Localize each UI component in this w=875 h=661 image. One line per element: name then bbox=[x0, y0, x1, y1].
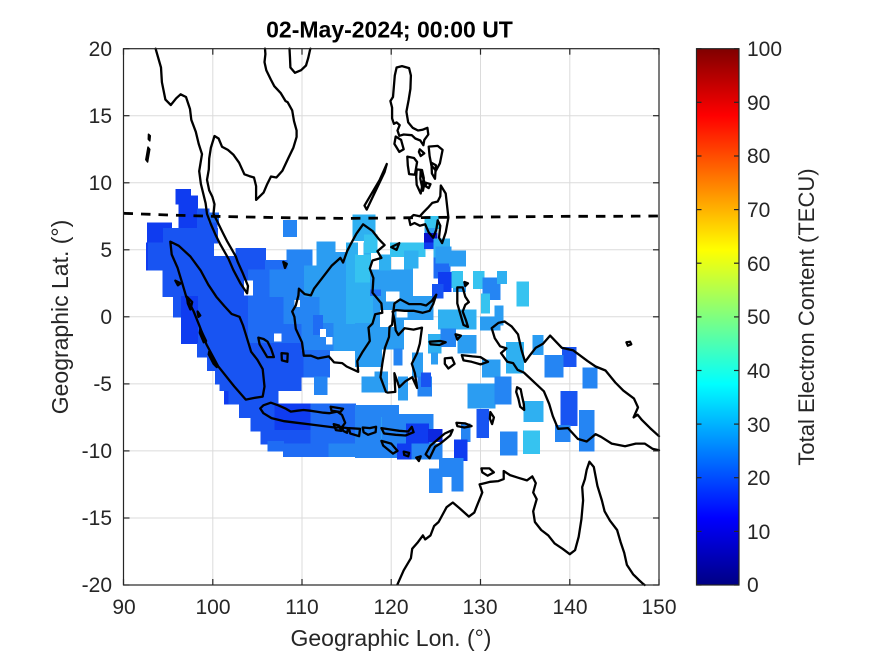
svg-text:30: 30 bbox=[747, 414, 770, 437]
svg-text:130: 130 bbox=[462, 596, 497, 619]
svg-text:-10: -10 bbox=[82, 440, 112, 463]
svg-text:110: 110 bbox=[285, 596, 318, 619]
svg-text:90: 90 bbox=[747, 92, 770, 115]
svg-text:Geographic Lon. (°): Geographic Lon. (°) bbox=[291, 625, 492, 651]
svg-text:15: 15 bbox=[89, 105, 112, 128]
svg-text:-20: -20 bbox=[82, 574, 112, 597]
svg-text:90: 90 bbox=[112, 596, 135, 619]
svg-text:0: 0 bbox=[747, 574, 759, 597]
svg-text:140: 140 bbox=[552, 596, 587, 619]
svg-text:150: 150 bbox=[641, 596, 676, 619]
svg-text:Geographic Lat. (°): Geographic Lat. (°) bbox=[47, 220, 73, 415]
svg-text:10: 10 bbox=[89, 172, 112, 195]
svg-text:40: 40 bbox=[747, 360, 770, 383]
svg-text:70: 70 bbox=[747, 199, 770, 222]
svg-text:0: 0 bbox=[100, 306, 112, 329]
svg-text:100: 100 bbox=[747, 38, 782, 61]
svg-text:50: 50 bbox=[747, 306, 770, 329]
svg-text:-15: -15 bbox=[82, 507, 112, 530]
svg-text:-5: -5 bbox=[93, 373, 112, 396]
svg-text:Total Electron Content (TECU): Total Electron Content (TECU) bbox=[794, 168, 819, 465]
svg-text:5: 5 bbox=[100, 239, 112, 262]
svg-text:80: 80 bbox=[747, 145, 770, 168]
svg-text:02-May-2024; 00:00 UT: 02-May-2024; 00:00 UT bbox=[266, 17, 513, 43]
svg-text:60: 60 bbox=[747, 253, 770, 276]
svg-text:20: 20 bbox=[747, 467, 770, 490]
svg-text:20: 20 bbox=[89, 38, 112, 61]
svg-text:10: 10 bbox=[747, 521, 770, 544]
svg-text:100: 100 bbox=[195, 596, 230, 619]
svg-text:120: 120 bbox=[373, 596, 408, 619]
